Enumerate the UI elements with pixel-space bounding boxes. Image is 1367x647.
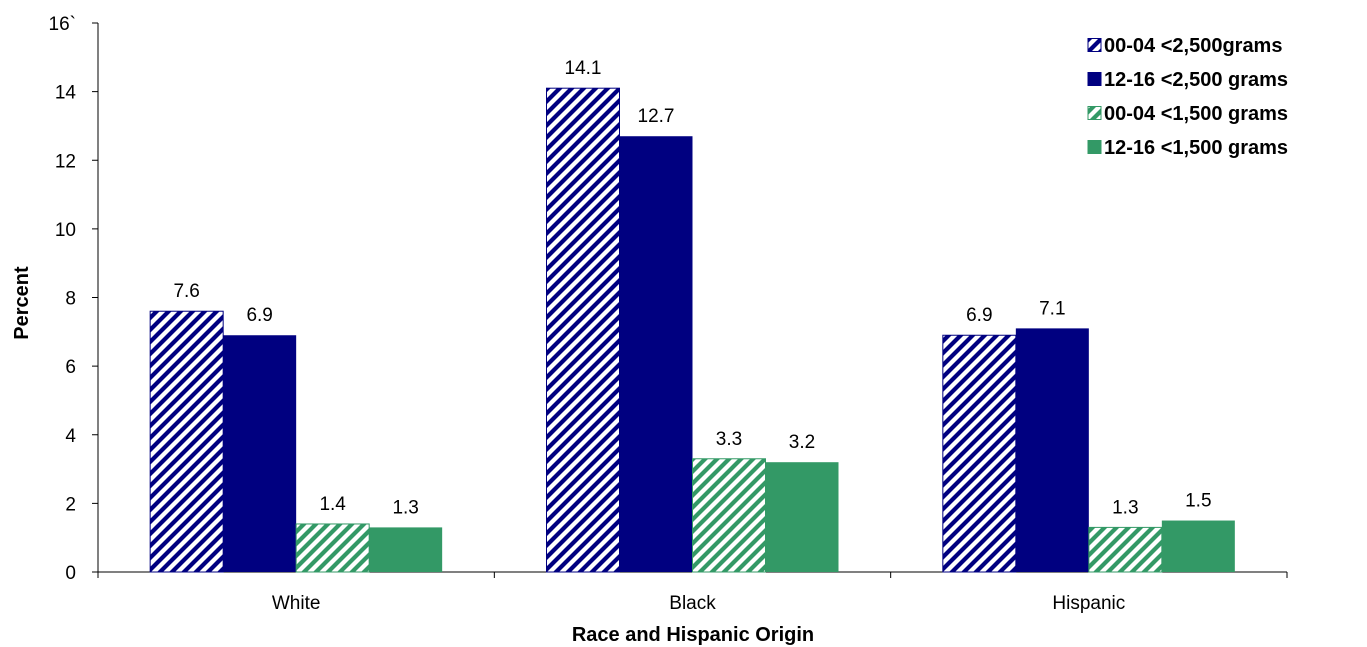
bar: [546, 87, 620, 573]
data-label: 1.3: [1112, 497, 1138, 518]
data-label: 14.1: [565, 58, 602, 79]
bar: [765, 462, 839, 572]
legend-swatch: [1087, 140, 1102, 154]
y-tick-label: 6: [65, 357, 76, 378]
data-label: 1.4: [319, 494, 346, 515]
bar: [619, 136, 693, 572]
y-tick-label: 14: [55, 83, 77, 104]
bar: [1161, 520, 1235, 572]
y-tick-label: 16`: [49, 14, 76, 35]
legend-swatch: [1087, 106, 1102, 120]
data-label: 1.5: [1185, 491, 1211, 512]
legend: 00-04 <2,500grams 12-16 <2,500 grams 00-04…: [1087, 35, 1288, 159]
data-label: 7.6: [173, 281, 199, 302]
data-label: 6.9: [246, 305, 272, 326]
data-label: 6.9: [966, 305, 992, 326]
bar: [692, 458, 766, 573]
data-label: 12.7: [638, 106, 675, 127]
legend-swatch: [1087, 72, 1102, 86]
bar: [223, 335, 297, 572]
y-tick-label: 8: [65, 289, 76, 310]
y-tick-label: 2: [65, 494, 76, 515]
bar: [1015, 328, 1089, 572]
bar: [149, 310, 224, 573]
bars: [149, 87, 1235, 573]
legend-swatch: [1087, 38, 1102, 52]
y-tick-label: 10: [55, 220, 76, 241]
data-label: 3.2: [789, 432, 815, 453]
bar: [942, 334, 1017, 573]
x-axis-title: Race and Hispanic Origin: [572, 624, 814, 646]
bar: [295, 523, 370, 573]
y-axis-title: Percent: [11, 266, 33, 340]
y-tick-label: 4: [65, 426, 76, 447]
y-tick-label: 12: [55, 151, 76, 172]
data-label: 1.3: [392, 497, 418, 518]
legend-label: 00-04 <2,500grams: [1104, 35, 1282, 57]
x-tick-label: Hispanic: [1052, 593, 1125, 614]
legend-label: 12-16 <1,500 grams: [1104, 137, 1288, 159]
y-tick-label: 0: [65, 563, 76, 584]
data-labels: 7.6 14.1 6.9 6.9 12.7 7.1 1.4 3.3 1.3 1.3 3.2 1.5: [173, 58, 1211, 518]
data-label: 7.1: [1039, 298, 1065, 319]
x-tick-label: Black: [669, 593, 716, 614]
data-label: 3.3: [716, 429, 742, 450]
legend-label: 00-04 <1,500 grams: [1104, 103, 1288, 125]
legend-label: 12-16 <2,500 grams: [1104, 69, 1288, 91]
x-tick-label: White: [272, 593, 321, 614]
bar: [369, 527, 443, 572]
bar: [1088, 526, 1163, 573]
